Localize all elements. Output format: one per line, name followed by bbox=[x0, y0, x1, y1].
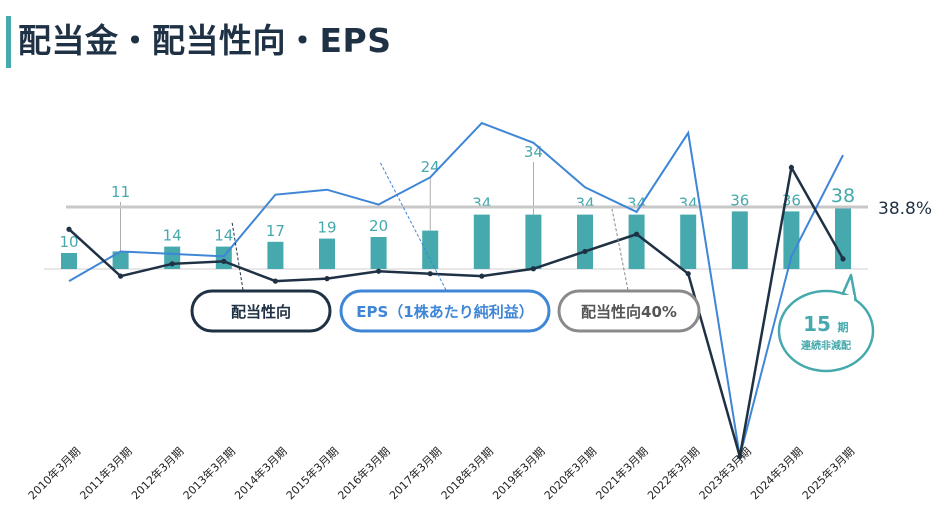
payout-ratio-point bbox=[582, 248, 588, 255]
streak-badge bbox=[777, 289, 875, 373]
year-tick-label: 2021年3月期 bbox=[593, 444, 651, 502]
dividend-value-label: 17 bbox=[266, 222, 285, 240]
dividend-value-label: 19 bbox=[317, 219, 336, 237]
payout-ratio-point bbox=[376, 268, 382, 274]
payout-ratio-point bbox=[324, 276, 330, 282]
payout-ratio-point bbox=[634, 231, 640, 237]
dividend-bar bbox=[473, 214, 490, 269]
dividend-value-label: 38 bbox=[831, 185, 855, 207]
dividend-bar bbox=[370, 237, 387, 269]
dividend-value-label: 34 bbox=[575, 195, 594, 213]
dividend-value-label: 14 bbox=[214, 227, 233, 245]
dividend-value-label: 34 bbox=[679, 195, 698, 213]
legend-payout-label: 配当性向 bbox=[231, 303, 291, 321]
page-title: 配当金・配当性向・EPS bbox=[18, 21, 392, 60]
dividend-bar bbox=[628, 214, 645, 269]
year-tick-label: 2012年3月期 bbox=[128, 444, 186, 502]
legend-eps-box bbox=[339, 289, 551, 333]
legend-leader-reference bbox=[611, 208, 629, 291]
dividend-bar bbox=[731, 211, 748, 269]
legend-eps-label: EPS（1株あたり純利益） bbox=[356, 303, 533, 321]
legend-reference-box bbox=[557, 289, 701, 333]
badge-unit: 期 bbox=[838, 320, 849, 334]
year-tick-label: 2024年3月期 bbox=[748, 444, 806, 502]
dividend-bar bbox=[783, 211, 800, 269]
reference-value-label: 38.8% bbox=[878, 199, 932, 219]
year-tick-label: 2023年3月期 bbox=[696, 444, 754, 502]
dividend-bar bbox=[61, 253, 77, 269]
payout-ratio-point bbox=[840, 256, 846, 262]
year-tick-label: 2010年3月期 bbox=[25, 444, 83, 502]
payout-ratio-point bbox=[479, 273, 485, 279]
dividend-bar bbox=[267, 241, 284, 269]
badge-tail-mask bbox=[836, 295, 854, 303]
dividend-bar bbox=[680, 214, 697, 269]
year-tick-label: 2014年3月期 bbox=[232, 444, 290, 502]
dividend-value-label: 10 bbox=[59, 233, 78, 251]
year-tick-label: 2016年3月期 bbox=[335, 444, 393, 502]
year-tick-label: 2015年3月期 bbox=[283, 444, 341, 502]
payout-ratio-point bbox=[118, 273, 124, 279]
dividend-value-label: 24 bbox=[421, 158, 440, 176]
legend-leader-payout bbox=[231, 221, 244, 291]
eps-line bbox=[68, 121, 844, 457]
year-tick-label: 2018年3月期 bbox=[438, 444, 496, 502]
dividend-value-label: 20 bbox=[369, 217, 388, 235]
year-tick-label: 2011年3月期 bbox=[77, 444, 135, 502]
legend-reference-label: 配当性向40% bbox=[581, 303, 677, 321]
payout-ratio-point bbox=[737, 453, 743, 460]
year-tick-label: 2019年3月期 bbox=[490, 444, 548, 502]
payout-ratio-point bbox=[221, 258, 227, 264]
payout-ratio-point bbox=[788, 164, 795, 171]
dividend-value-label: 14 bbox=[163, 227, 182, 245]
dividend-value-label: 11 bbox=[111, 183, 130, 201]
legend-payout-box bbox=[190, 289, 332, 333]
dividend-value-label: 34 bbox=[627, 195, 646, 213]
year-tick-label: 2022年3月期 bbox=[644, 444, 702, 502]
year-tick-label: 2020年3月期 bbox=[541, 444, 599, 502]
payout-ratio-line bbox=[68, 163, 845, 457]
dividend-value-label: 34 bbox=[472, 195, 491, 213]
payout-ratio-point bbox=[66, 226, 72, 232]
legend-leader-eps bbox=[379, 161, 447, 291]
payout-ratio-point bbox=[685, 271, 691, 277]
title-accent-bar bbox=[6, 16, 11, 68]
payout-ratio-point bbox=[169, 261, 175, 267]
payout-ratio-point bbox=[272, 278, 278, 284]
dividend-bar bbox=[422, 230, 439, 269]
payout-ratio-point bbox=[427, 271, 433, 277]
dividend-bar bbox=[525, 214, 542, 269]
payout-ratio-point bbox=[530, 266, 537, 272]
dividend-bar bbox=[319, 238, 335, 269]
badge-number: 15 bbox=[803, 312, 831, 336]
year-tick-label: 2025年3月期 bbox=[799, 444, 857, 502]
dividend-value-label: 34 bbox=[524, 143, 543, 161]
dividend-value-label: 36 bbox=[730, 191, 749, 209]
year-tick-label: 2017年3月期 bbox=[386, 444, 444, 502]
dividend-bar bbox=[577, 214, 593, 269]
dividend-bar bbox=[112, 251, 129, 269]
year-tick-label: 2013年3月期 bbox=[180, 444, 238, 502]
badge-text: 連続非減配 bbox=[801, 339, 851, 352]
